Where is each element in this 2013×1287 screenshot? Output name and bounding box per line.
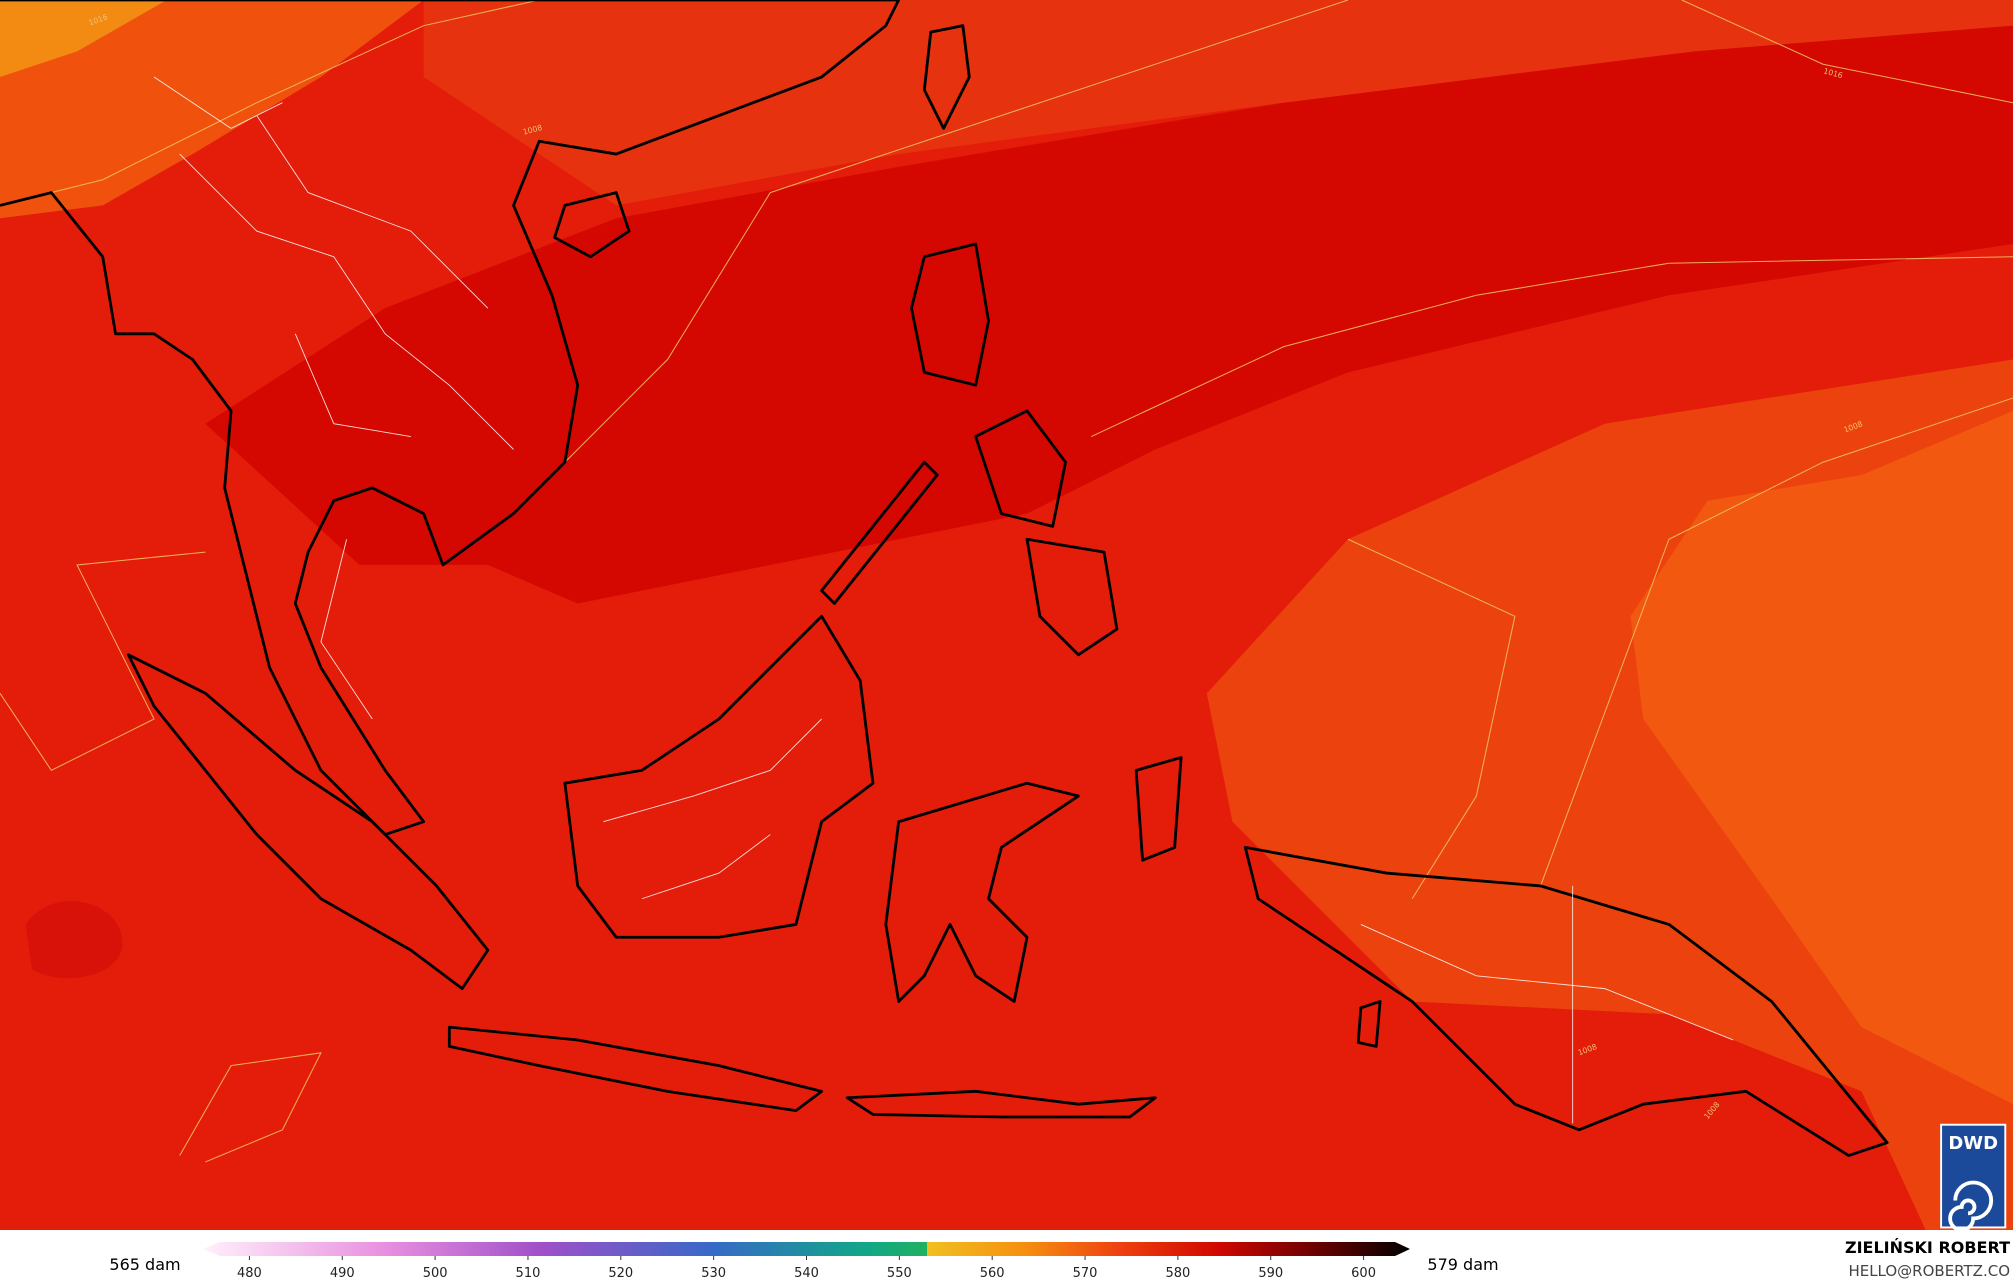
coast-mindanao — [1025, 537, 1119, 657]
dwd-logo: DWD — [1940, 1123, 2007, 1230]
isobar — [1681, 0, 2013, 104]
logo-text: DWD — [1948, 1133, 1998, 1154]
coast-sulawesi — [884, 781, 1080, 1003]
contour-label: 1016 — [1822, 66, 1843, 80]
credit-name: ZIELIŃSKI ROBERT — [1845, 1238, 2010, 1257]
credit-email: HELLO@ROBERTZ.CO — [1848, 1262, 2010, 1280]
admin-borders — [1360, 885, 1734, 1124]
colorbar-tick-label: 550 — [887, 1266, 912, 1281]
colorbar-tick-label: 520 — [608, 1266, 633, 1281]
colorbar-tick-label: 490 — [330, 1266, 355, 1281]
coast-nusa-tenggara — [845, 1089, 1157, 1119]
field-region — [205, 25, 2013, 604]
legend-bar: 565 dam 579 dam ZIELIŃSKI ROBERT HELLO@R… — [109, 1238, 2010, 1281]
field-region — [0, 0, 424, 219]
isobar — [0, 0, 540, 206]
colorbar-tick-label: 510 — [516, 1266, 541, 1281]
left-label: 565 dam — [109, 1255, 180, 1274]
colorbar-tick-label: 540 — [794, 1266, 819, 1281]
colorbar-tick-label: 560 — [980, 1266, 1005, 1281]
isobar — [1540, 397, 2013, 887]
colorbar-tick-label: 570 — [1073, 1266, 1098, 1281]
colorbar-ticks: 480 490 500 510 520 530 540 550 560 570 580 590 600 — [237, 1256, 1376, 1281]
isobar — [1347, 538, 1516, 900]
coast-java — [447, 1025, 824, 1113]
logo-swirl — [1948, 1180, 1994, 1230]
colorbar-tick-label: 580 — [1165, 1266, 1190, 1281]
coast-mainland — [0, 0, 901, 836]
colorbar-tick-label: 590 — [1258, 1266, 1283, 1281]
admin-borders — [153, 76, 514, 720]
coast-island — [1356, 1000, 1382, 1048]
colorbar-tick-label: 530 — [701, 1266, 726, 1281]
colorbar-tick-label: 480 — [237, 1266, 262, 1281]
field-region — [0, 0, 167, 78]
admin-borders — [603, 718, 822, 900]
colorbar — [203, 1242, 1410, 1256]
isobar — [179, 1052, 322, 1163]
coast-borneo — [563, 614, 875, 939]
coast-sumatra — [126, 653, 490, 991]
map: 1016 1008 1008 1008 1008 1016 DWD — [0, 0, 2013, 1230]
colorbar-tick-label: 500 — [423, 1266, 448, 1281]
field-region — [423, 0, 2013, 206]
coast-palawan — [820, 460, 939, 605]
coast-hainan — [553, 191, 631, 259]
coast-new-guinea — [1243, 845, 1889, 1157]
field-region — [1630, 410, 2013, 1105]
coast-maluku — [1134, 756, 1183, 862]
isobars — [0, 0, 2013, 1163]
right-label: 579 dam — [1427, 1255, 1498, 1274]
coast-visayas — [974, 409, 1067, 528]
isobar — [564, 0, 1349, 463]
field-region — [25, 901, 123, 979]
isobar — [1091, 256, 2013, 437]
coastlines — [0, 0, 1889, 1157]
coast-taiwan — [922, 24, 971, 130]
colorbar-tick-label: 600 — [1351, 1266, 1376, 1281]
coast-luzon — [910, 242, 990, 387]
isobar — [0, 551, 206, 772]
